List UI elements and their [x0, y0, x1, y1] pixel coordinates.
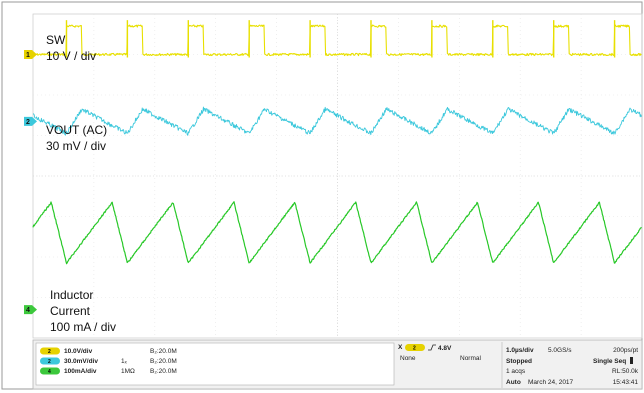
timebase-readout[interactable]: 1.0µs/div 5.0GS/s 200ps/pt Stopped Singl… — [506, 347, 639, 386]
ch4-badge-text: 4 — [48, 369, 51, 375]
inductor-marker: 4 — [24, 305, 37, 315]
acquisition-indicator-icon — [630, 357, 633, 364]
sw-label: SW — [46, 33, 66, 47]
ch2-coupling: 1ₓ — [121, 358, 128, 365]
capture-date: March 24, 2017 — [528, 379, 574, 386]
ch2-readout[interactable]: 2 30.0mV/div 1ₓ B₂:20.0M — [40, 357, 177, 366]
trigger-level: 4.8V — [438, 345, 452, 352]
ch4-badge — [40, 367, 60, 375]
auto-mode: Auto — [506, 379, 521, 386]
vout-label: VOUT (AC) — [46, 123, 107, 137]
ch2-badge — [40, 357, 60, 365]
ch4-bandwidth: B₂:20.0M — [150, 368, 177, 375]
sw-marker-shape — [24, 50, 37, 59]
graticule — [32, 13, 643, 339]
ch2-scale: 30.0mV/div — [64, 358, 98, 365]
record-length: RL:50.0k — [612, 368, 639, 375]
acquisition-count: 1 acqs — [506, 368, 526, 375]
inductor-marker-text: 4 — [26, 307, 30, 314]
sw-trace — [32, 24, 642, 57]
status-bar: 2 10.0V/div B₂:20.0M 2 30.0mV/div 1ₓ B₂:… — [32, 339, 643, 390]
vout-scale-label: 30 mV / div — [46, 139, 106, 153]
trigger-coupling-marker: X — [398, 344, 403, 351]
ch1-readout[interactable]: 2 10.0V/div B₂:20.0M — [40, 347, 177, 356]
sw-scale-label: 10 V / div — [46, 49, 96, 63]
channel-readout-panel[interactable] — [35, 342, 395, 386]
trace-layer — [32, 20, 642, 265]
trigger-badge — [405, 344, 425, 351]
vout-marker: 2 — [24, 116, 37, 126]
ch4-impedance: 1MΩ — [121, 368, 135, 375]
sample-rate: 5.0GS/s — [548, 347, 572, 354]
time-per-point: 200ps/pt — [613, 347, 638, 354]
inductor-label-line1: Inductor — [50, 288, 93, 302]
acquisition-state: Stopped — [506, 358, 532, 365]
vout-marker-text: 2 — [26, 119, 30, 126]
ch1-badge-text: 2 — [48, 349, 51, 355]
trigger-badge-text: 2 — [413, 346, 416, 352]
inductor-marker-shape — [24, 305, 37, 315]
ch1-bandwidth: B₂:20.0M — [150, 348, 177, 355]
trigger-edge-icon — [428, 344, 436, 351]
inductor-label-line2: Current — [50, 304, 91, 318]
ch1-scale: 10.0V/div — [64, 348, 93, 355]
trigger-mode: Normal — [460, 355, 482, 362]
ch1-badge — [40, 347, 60, 355]
vout-marker-shape — [24, 116, 37, 126]
trigger-source: None — [400, 355, 416, 362]
sw-marker-text: 1 — [26, 52, 30, 59]
ch4-readout[interactable]: 4 100mA/div 1MΩ B₂:20.0M — [40, 367, 177, 376]
ch4-scale: 100mA/div — [64, 368, 97, 375]
ch2-bandwidth: B₂:20.0M — [150, 358, 177, 365]
time-per-div: 1.0µs/div — [506, 347, 534, 354]
ch2-badge-text: 2 — [48, 359, 51, 365]
trigger-readout[interactable]: X 2 4.8V None Normal — [398, 344, 482, 362]
channel-markers: 1 2 4 — [24, 50, 37, 315]
inductor-label-line3: 100 mA / div — [50, 320, 116, 334]
inductor-current-trace — [32, 201, 642, 265]
sw-marker: 1 — [24, 50, 37, 59]
acquisition-mode: Single Seq — [593, 358, 626, 365]
vout-trace — [32, 106, 642, 136]
capture-time: 15:43:41 — [613, 379, 639, 386]
